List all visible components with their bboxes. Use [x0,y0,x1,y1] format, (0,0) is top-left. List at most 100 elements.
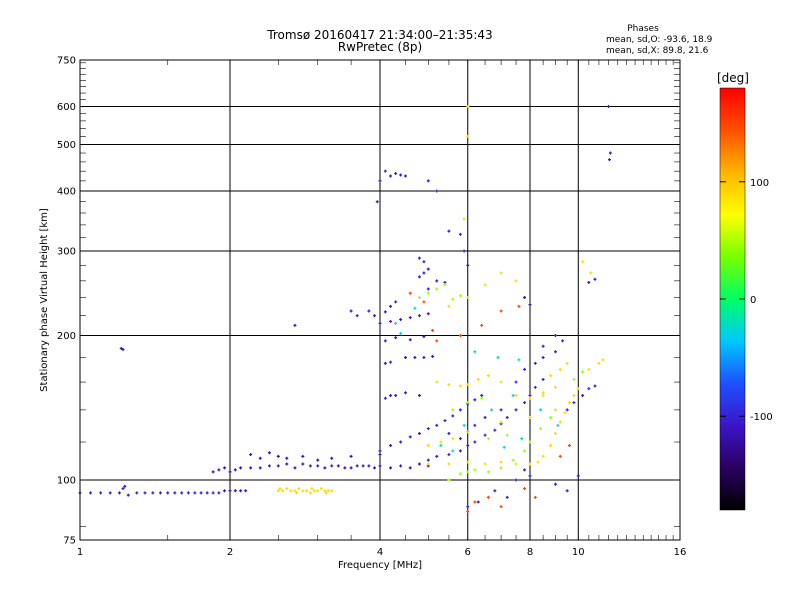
data-point [301,462,305,466]
data-point [447,229,451,233]
data-point [476,377,480,381]
data-point [119,346,123,350]
data-point [473,440,477,444]
data-point [607,105,611,109]
data-point [378,453,382,457]
data-point [458,232,462,236]
data-point [572,377,576,381]
data-point [511,458,515,462]
data-point [217,468,221,472]
data-point [593,277,597,281]
data-point [297,487,301,491]
data-point [597,361,601,365]
data-point [572,401,576,405]
data-point [158,491,162,495]
data-point [308,491,312,495]
data-point [480,396,484,400]
data-point [523,487,527,491]
data-point [514,380,518,384]
data-point [447,304,451,308]
data-point [447,478,451,482]
data-point [223,489,227,493]
data-point [426,458,430,462]
data-point [523,296,527,300]
data-point [549,415,553,419]
data-point [499,271,503,275]
data-point [276,454,280,458]
data-point [316,489,320,493]
data-point [417,314,421,318]
data-point [389,444,393,448]
data-point [451,437,455,441]
data-point [426,291,430,295]
data-point [408,291,412,295]
data-point [541,391,545,395]
data-point [480,394,484,398]
data-point [458,294,462,298]
data-point [435,339,439,343]
colorbar-ticks: 100 0 -100 [720,178,773,423]
data-point [473,398,477,402]
data-point [422,355,426,359]
data-point [553,432,557,436]
phases-x-stats: mean, sd,X: 89.8, 21.6 [606,46,709,56]
data-point [310,487,314,491]
data-point [539,408,543,412]
data-point [267,464,271,468]
data-point [367,309,371,313]
data-point [431,354,435,358]
data-point [258,456,262,460]
data-point [373,466,377,470]
y-tick-label: 500 [57,140,76,151]
data-point [439,440,443,444]
data-point [394,336,398,340]
data-point [166,491,170,495]
data-point [466,383,470,387]
data-point [244,489,248,493]
data-point [301,489,305,493]
data-point [520,437,524,441]
data-point [426,179,430,183]
chart-subtitle: RwPretec (8p) [338,40,422,54]
colorbar-tick-label: 0 [750,295,756,306]
data-point [249,453,253,457]
data-point [511,394,515,398]
data-point [435,287,439,291]
data-point [301,454,305,458]
data-point [536,460,540,464]
data-point [426,427,430,431]
data-point [466,401,470,405]
y-tick-label: 600 [57,102,76,113]
data-point [458,408,462,412]
data-point [466,105,470,109]
data-point [476,500,480,504]
x-tick-label: 6 [465,547,471,558]
data-point [499,408,503,412]
data-point [399,331,403,335]
data-point [180,491,184,495]
data-point [361,464,365,468]
data-point [541,344,545,348]
data-point [533,385,537,389]
data-point [233,489,237,493]
data-point [458,384,462,388]
grid [79,60,681,540]
data-point [408,435,412,439]
data-point [135,491,139,495]
data-point [523,468,527,472]
data-point [558,420,562,424]
data-point [285,456,289,460]
data-point [285,487,289,491]
data-point [462,249,466,253]
data-point [403,174,407,178]
data-point [486,495,490,499]
data-point [447,383,451,387]
data-point [593,384,597,388]
data-point [480,323,484,327]
data-point [528,440,532,444]
data-point [378,321,382,325]
data-point [426,444,430,448]
data-point [499,460,503,464]
data-point [426,287,430,291]
